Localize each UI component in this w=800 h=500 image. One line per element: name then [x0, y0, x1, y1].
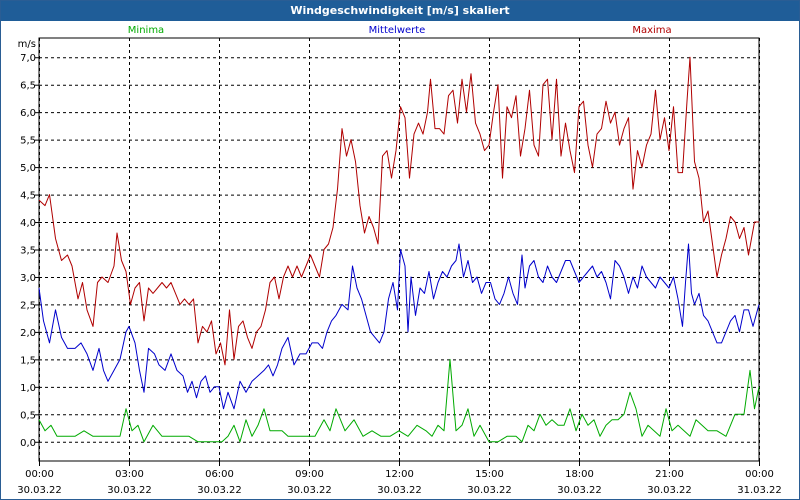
y-tick-label: 1,5	[20, 355, 36, 366]
y-tick-label: 3,0	[20, 273, 36, 284]
series-line-mittelwerte	[38, 243, 760, 410]
y-tick-label: 6,5	[20, 81, 36, 92]
y-axis-unit: m/s	[18, 39, 36, 50]
x-tick-date-label: 30.03.22	[17, 485, 62, 496]
x-tick-time-label: 15:00	[475, 469, 504, 480]
x-tick-date-label: 30.03.22	[107, 485, 152, 496]
legend-entry-mittelwerte: Mittelwerte	[369, 25, 426, 36]
legend: Minima Mittelwerte Maxima	[128, 25, 672, 36]
axes: 0,0 0,5 1,0 1,5 2,0 2,5 3,0 3,5 4,0 4,5 5,0 5,5 6,0 6…	[17, 39, 782, 496]
x-tick-time-label: 03:00	[115, 469, 144, 480]
grid	[38, 37, 760, 462]
y-tick-label: 5,0	[20, 163, 36, 174]
y-tick-label: 6,0	[20, 108, 36, 119]
x-tick-time-label: 18:00	[565, 469, 594, 480]
x-tick-time-label: 00:00	[25, 469, 54, 480]
x-tick-date-label: 30.03.22	[647, 485, 692, 496]
series-lines	[38, 56, 760, 443]
y-tick-label: 2,5	[20, 300, 36, 311]
window-title: Windgeschwindigkeit [m/s] skaliert	[1, 1, 799, 21]
x-tick-time-label: 06:00	[205, 469, 234, 480]
series-line-minima	[38, 358, 760, 443]
x-tick-date-label: 30.03.22	[377, 485, 422, 496]
x-tick-time-label: 00:00	[745, 469, 774, 480]
x-tick-time-label: 21:00	[655, 469, 684, 480]
y-tick-label: 4,5	[20, 191, 36, 202]
x-tick-date-label: 30.03.22	[287, 485, 332, 496]
x-tick-date-label: 30.03.22	[197, 485, 242, 496]
x-tick-date-label: 30.03.22	[467, 485, 512, 496]
y-tick-label: 1,0	[20, 383, 36, 394]
y-tick-label: 0,5	[20, 410, 36, 421]
legend-entry-maxima: Maxima	[632, 25, 671, 36]
x-tick-date-label: 31.03.22	[737, 485, 782, 496]
y-tick-label: 2,0	[20, 328, 36, 339]
y-tick-label: 4,0	[20, 218, 36, 229]
x-tick-time-label: 09:00	[295, 469, 324, 480]
y-tick-label: 7,0	[20, 53, 36, 64]
x-tick-date-label: 30.03.22	[557, 485, 602, 496]
x-tick-time-label: 12:00	[385, 469, 414, 480]
y-tick-label: 0,0	[20, 438, 36, 449]
y-tick-label: 3,5	[20, 246, 36, 257]
legend-entry-minima: Minima	[128, 25, 164, 36]
series-line-maxima	[38, 56, 759, 366]
y-tick-label: 5,5	[20, 136, 36, 147]
